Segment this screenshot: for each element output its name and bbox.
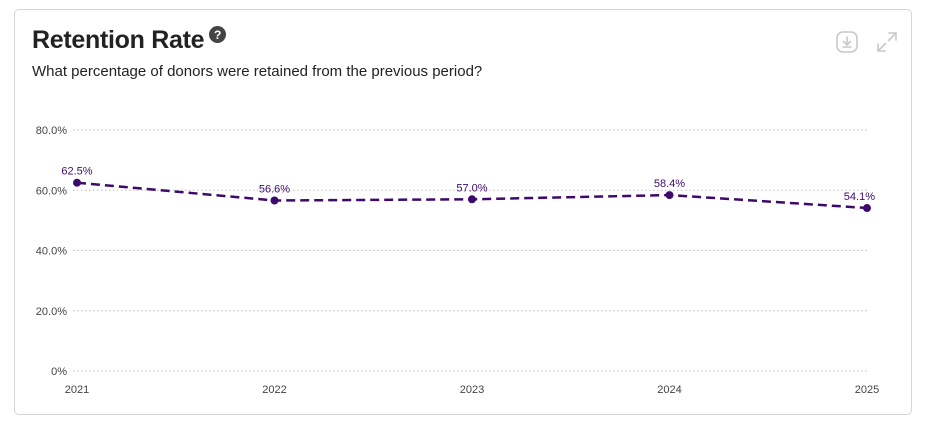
download-button[interactable]	[835, 30, 859, 54]
expand-icon	[877, 32, 897, 52]
data-point	[270, 196, 279, 205]
data-label: 56.6%	[259, 183, 290, 195]
y-tick-label: 0%	[51, 366, 67, 378]
download-icon	[836, 31, 858, 53]
retention-line-chart: 0% 20.0% 40.0% 60.0% 80.0% 2021 2022 2023 2024 20…	[36, 125, 879, 396]
expand-button[interactable]	[875, 30, 899, 54]
x-tick-label: 2022	[262, 384, 286, 396]
y-tick-label: 80.0%	[36, 125, 67, 137]
data-label: 58.4%	[654, 178, 685, 190]
data-label: 57.0%	[456, 182, 487, 194]
data-label: 62.5%	[61, 166, 92, 178]
retention-rate-card: Retention Rate ? What percentage of dono…	[14, 9, 912, 415]
card-header: Retention Rate ?	[32, 25, 227, 55]
y-tick-label: 20.0%	[36, 306, 67, 318]
data-label: 54.1%	[844, 191, 875, 203]
x-tick-label: 2023	[460, 384, 484, 396]
x-tick-label: 2021	[65, 384, 89, 396]
x-tick-label: 2025	[855, 384, 879, 396]
x-tick-label: 2024	[657, 384, 681, 396]
help-icon[interactable]: ?	[209, 26, 227, 43]
y-tick-label: 40.0%	[36, 246, 67, 258]
data-point	[863, 204, 871, 213]
data-point	[73, 178, 81, 187]
card-subtitle: What percentage of donors were retained …	[32, 63, 483, 80]
card-title: Retention Rate	[32, 26, 205, 54]
data-point	[468, 195, 476, 204]
y-tick-label: 60.0%	[36, 185, 67, 197]
data-point	[665, 191, 674, 200]
